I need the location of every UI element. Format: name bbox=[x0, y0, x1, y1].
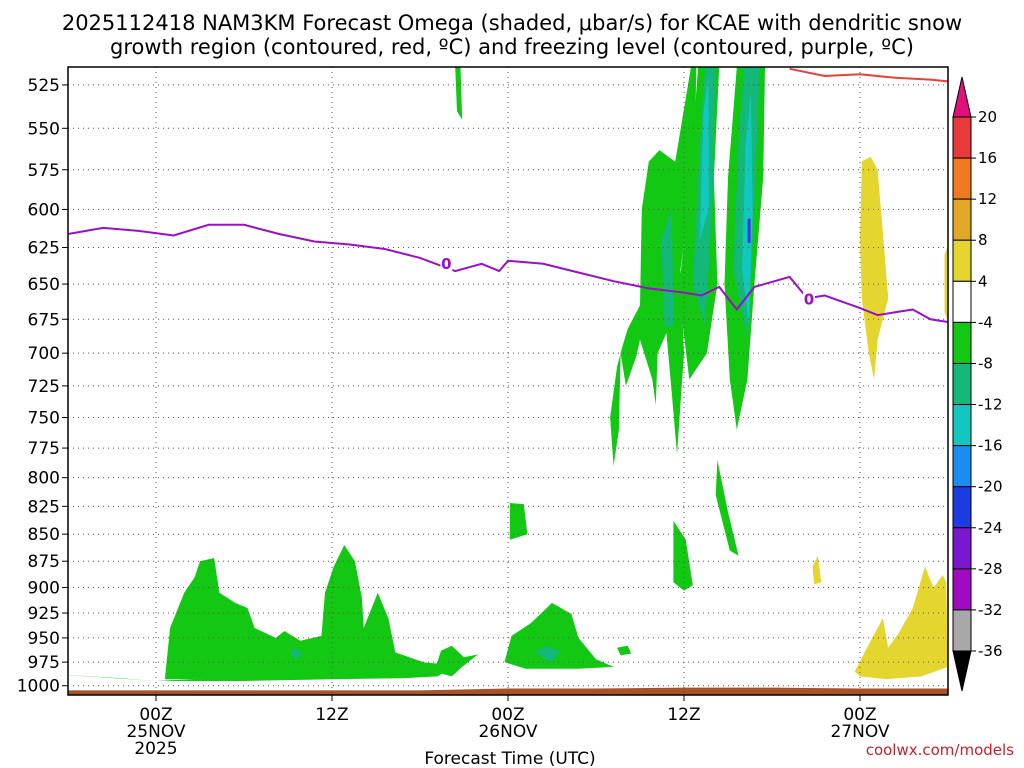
contour-label-background bbox=[802, 290, 815, 307]
y-tick-label: 900 bbox=[28, 578, 60, 598]
omega-region bbox=[567, 631, 579, 643]
y-tick-label: 875 bbox=[28, 552, 60, 572]
colorbar-bin bbox=[952, 486, 972, 529]
y-tick-label: 800 bbox=[28, 469, 60, 489]
y-tick-label: 525 bbox=[28, 76, 60, 96]
colorbar-label: 12 bbox=[978, 190, 997, 208]
freezing-level-contour-label: 0 bbox=[804, 291, 814, 309]
colorbar-label: -12 bbox=[978, 396, 1003, 414]
colorbar-bottom-arrow bbox=[952, 650, 972, 692]
y-tick-label: 750 bbox=[28, 408, 60, 428]
x-tick-label: 26NOV bbox=[478, 722, 537, 742]
colorbar-label: -16 bbox=[978, 437, 1003, 455]
colorbar-label: -32 bbox=[978, 601, 1003, 619]
x-tick-label: 12Z bbox=[667, 705, 700, 725]
colorbar-label: -28 bbox=[978, 560, 1003, 578]
colorbar-bin bbox=[952, 157, 972, 200]
axes: 525 550 575 600 625 650 675 700 725 750 775 800 825 8… bbox=[17, 66, 949, 759]
colorbar-bin bbox=[952, 198, 972, 241]
omega-region bbox=[617, 645, 632, 656]
dendritic-contour-line bbox=[789, 67, 948, 83]
y-tick-label: 725 bbox=[28, 377, 60, 397]
contour-label-background bbox=[440, 254, 453, 271]
omega-region bbox=[854, 566, 948, 680]
colorbar-bin bbox=[952, 568, 972, 611]
colorbar-label: -36 bbox=[978, 642, 1003, 660]
colorbar-bin bbox=[952, 280, 972, 323]
omega-region bbox=[860, 156, 889, 380]
omega-region bbox=[455, 67, 463, 120]
omega-region bbox=[509, 503, 528, 540]
plot-clip-group: 00 bbox=[68, 67, 948, 695]
colorbar: 20 16 12 8 4 -4 -8 -12 -16 -20 -24 -28 -32 -36 bbox=[952, 76, 1003, 692]
ground-fill bbox=[68, 687, 948, 695]
omega-region bbox=[944, 245, 948, 322]
y-tick-label: 575 bbox=[28, 161, 60, 181]
omega-region bbox=[434, 645, 479, 677]
colorbar-bin bbox=[952, 609, 972, 652]
y-tick-label: 550 bbox=[28, 119, 60, 139]
x-tick-label: 25NOV bbox=[126, 722, 185, 742]
colorbar-label: -24 bbox=[978, 519, 1003, 537]
chart-title-line-1: 2025112418 NAM3KM Forecast Omega (shaded… bbox=[62, 11, 962, 35]
colorbar-bin bbox=[952, 445, 972, 488]
x-tick-label: 12Z bbox=[315, 705, 348, 725]
colorbar-bin bbox=[952, 116, 972, 159]
colorbar-label: 20 bbox=[978, 108, 997, 126]
plot-area: 00 bbox=[68, 67, 948, 695]
omega-region bbox=[699, 76, 709, 240]
colorbar-bin bbox=[952, 239, 972, 282]
colorbar-bin bbox=[952, 362, 972, 406]
omega-region bbox=[742, 93, 753, 327]
y-tick-label: 850 bbox=[28, 525, 60, 545]
chart-title-line-2: growth region (contoured, red, ºC) and f… bbox=[110, 35, 914, 59]
y-tick-label: 925 bbox=[28, 604, 60, 624]
freezing-level-contour-label: 0 bbox=[441, 255, 451, 273]
colorbar-label: 16 bbox=[978, 149, 997, 167]
y-tick-label: 950 bbox=[28, 629, 60, 649]
x-tick-label: 00Z bbox=[843, 705, 876, 725]
omega-region bbox=[289, 647, 303, 660]
omega-region bbox=[504, 602, 614, 669]
freezing-level-line bbox=[68, 223, 948, 323]
x-axis-label: Forecast Time (UTC) bbox=[424, 749, 595, 768]
colorbar-bin bbox=[952, 321, 972, 364]
y-tick-label: 1000 bbox=[17, 677, 60, 697]
omega-region bbox=[610, 67, 697, 466]
colorbar-bin bbox=[952, 404, 972, 447]
colorbar-label: 4 bbox=[978, 272, 988, 290]
omega-region bbox=[164, 545, 429, 680]
colorbar-top-arrow bbox=[952, 76, 972, 118]
colorbar-label: -8 bbox=[978, 354, 993, 372]
omega-region bbox=[534, 645, 561, 663]
x-tick-label: 27NOV bbox=[830, 722, 889, 742]
colorbar-label: -20 bbox=[978, 478, 1003, 496]
y-tick-label: 675 bbox=[28, 310, 60, 330]
y-tick-label: 600 bbox=[28, 200, 60, 220]
colorbar-label: -4 bbox=[978, 313, 993, 331]
x-tick-label: 00Z bbox=[139, 705, 172, 725]
watermark-text: coolwx.com/models bbox=[866, 741, 1014, 759]
y-tick-label: 700 bbox=[28, 344, 60, 364]
omega-region bbox=[661, 209, 674, 327]
x-tick-label: 2025 bbox=[134, 739, 177, 759]
colorbar-bin bbox=[952, 527, 972, 570]
colorbar-label: 8 bbox=[978, 231, 988, 249]
x-tick-label: 00Z bbox=[491, 705, 524, 725]
y-tick-label: 775 bbox=[28, 439, 60, 459]
omega-region bbox=[812, 555, 822, 585]
y-tick-label: 975 bbox=[28, 653, 60, 673]
y-tick-label: 625 bbox=[28, 238, 60, 258]
y-tick-label: 825 bbox=[28, 497, 60, 517]
omega-region bbox=[715, 460, 739, 556]
omega-region bbox=[673, 520, 693, 591]
y-tick-label: 650 bbox=[28, 275, 60, 295]
